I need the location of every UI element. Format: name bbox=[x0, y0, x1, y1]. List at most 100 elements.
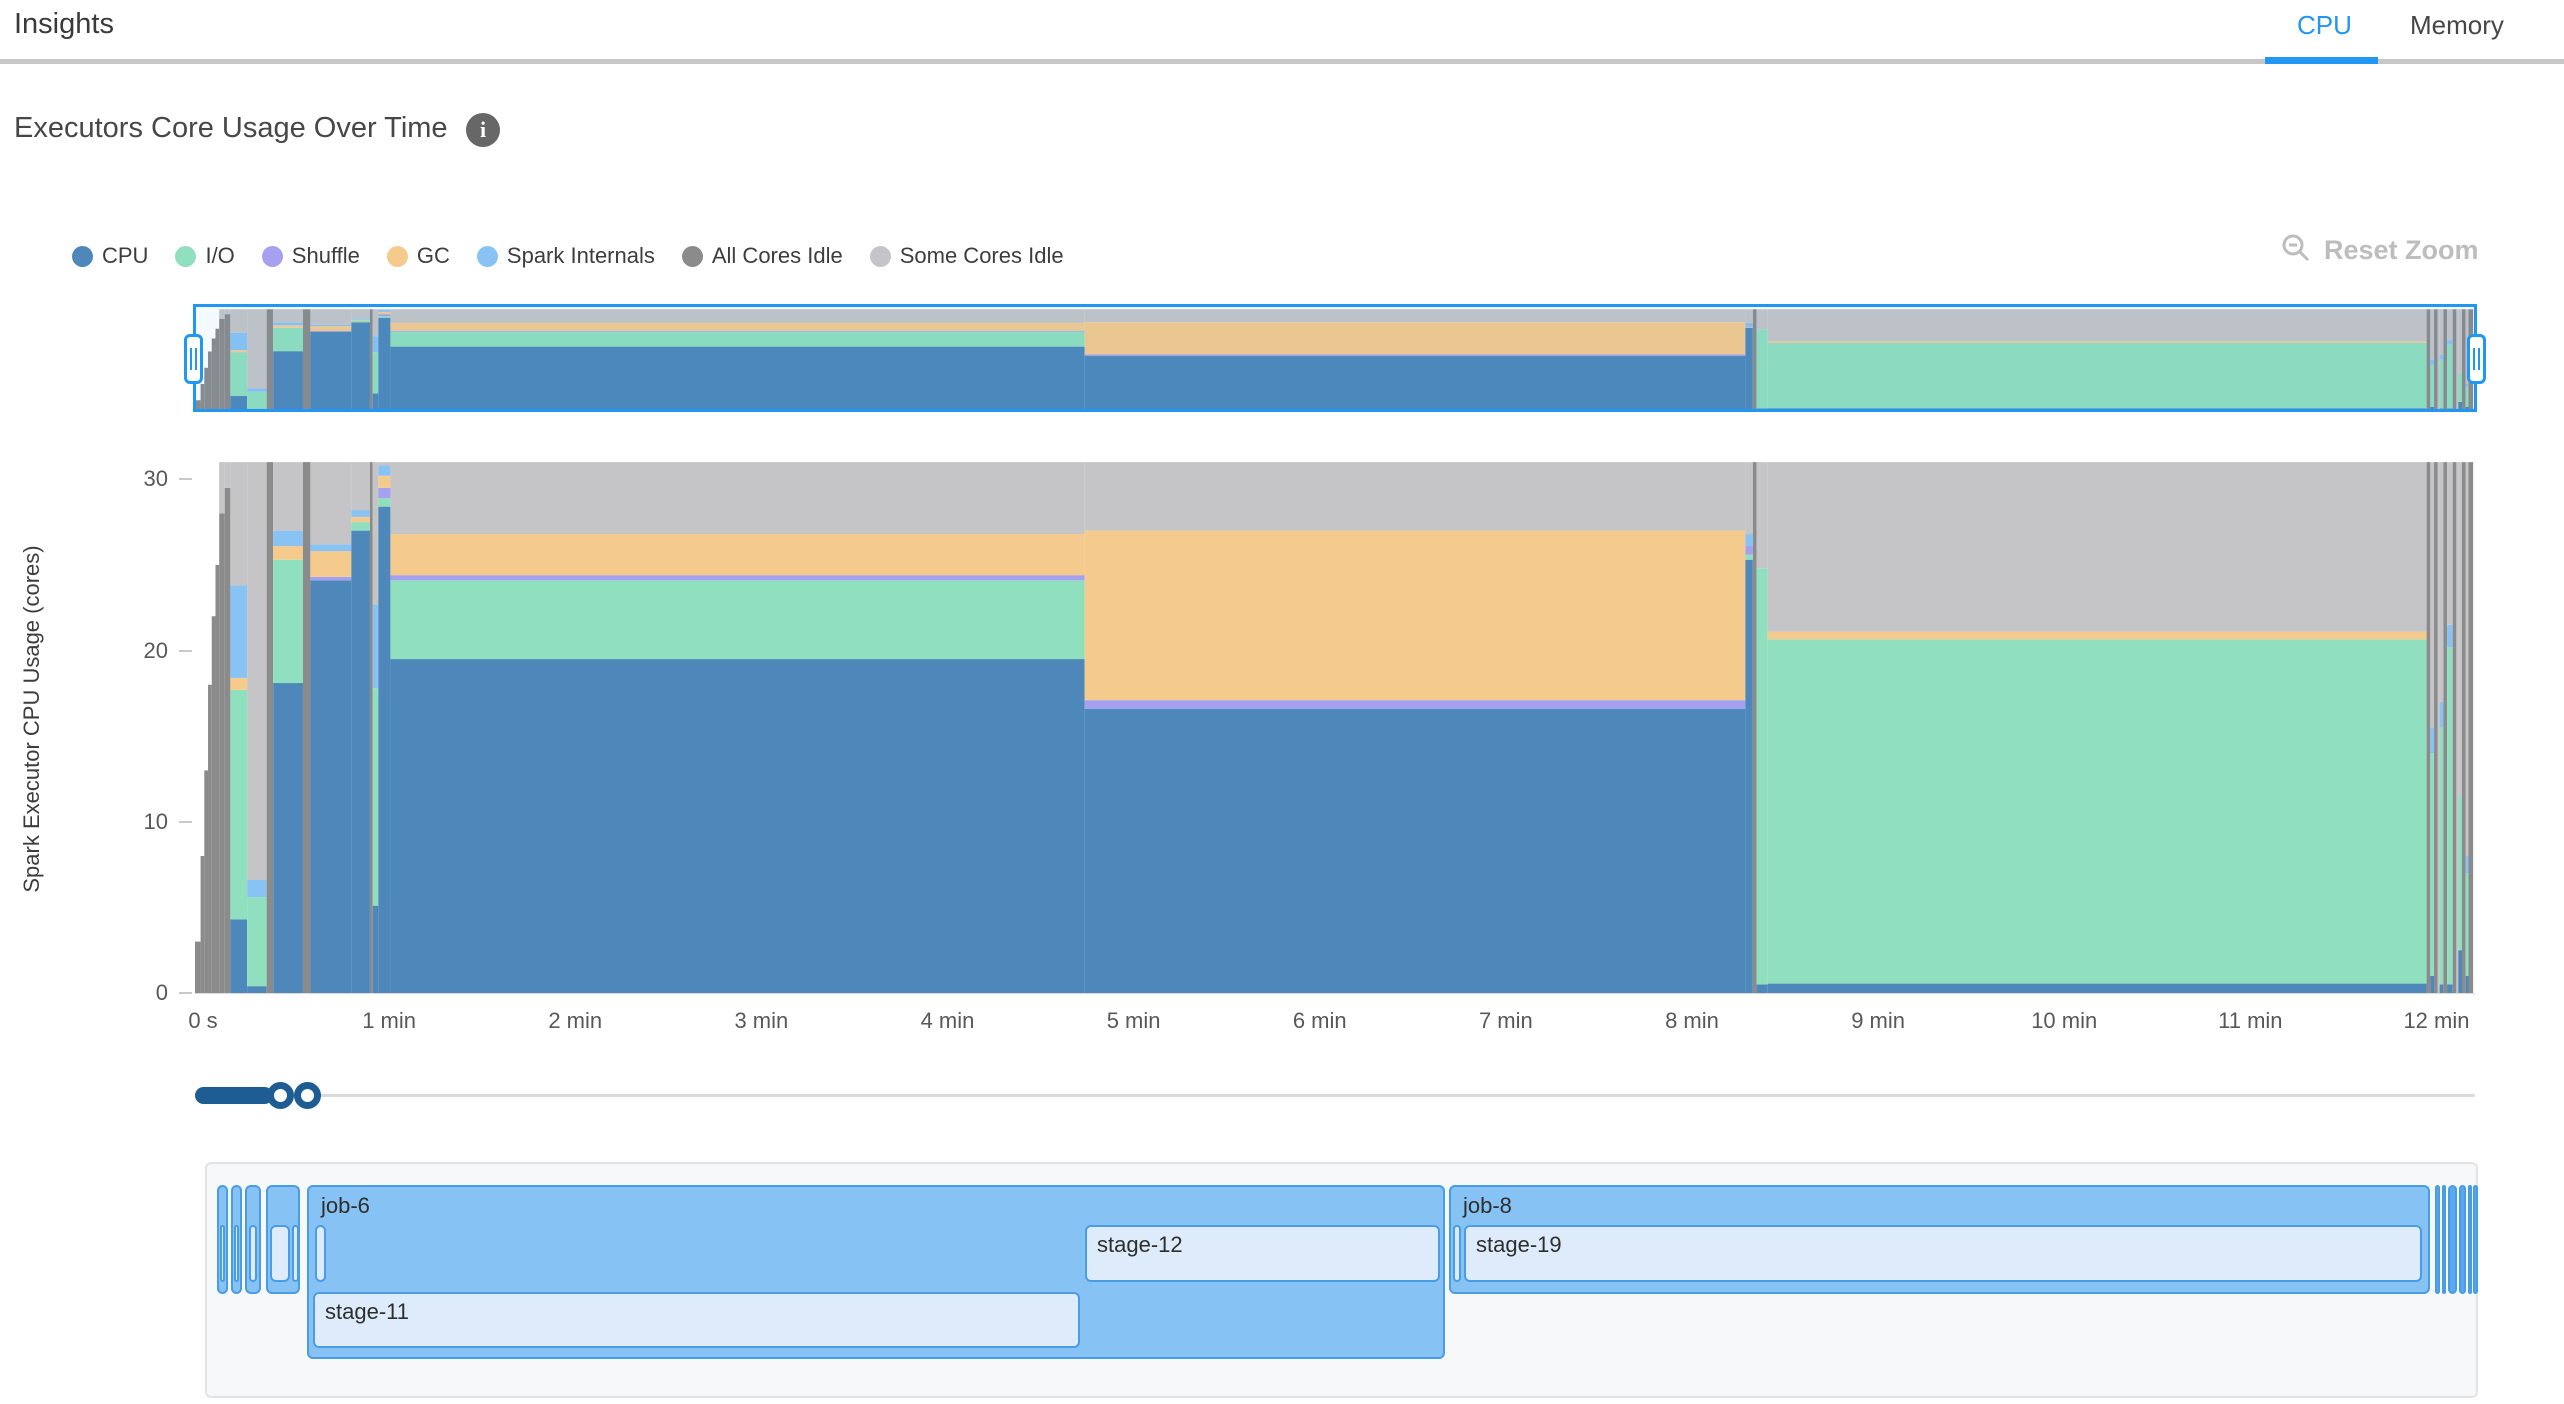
chart-segment-shuffle bbox=[390, 575, 1085, 581]
chart-segment-cpu bbox=[390, 346, 1085, 410]
chart-segment-io bbox=[351, 320, 370, 323]
reset-zoom-button[interactable]: Reset Zoom bbox=[2280, 232, 2480, 269]
brush-handle-left[interactable] bbox=[184, 334, 203, 384]
legend-label: Spark Internals bbox=[506, 243, 655, 268]
chart-segment-si bbox=[273, 530, 303, 547]
chart-segment-some bbox=[351, 462, 370, 511]
brush-selection[interactable] bbox=[193, 304, 2477, 412]
chart-segment-some bbox=[1756, 309, 1768, 330]
jobs-timeline-panel: job-6 stage-12 stage-11 job-8 stage-19 bbox=[205, 1162, 2478, 1398]
tab-cpu[interactable]: CPU bbox=[2297, 10, 2352, 40]
chart-segment-all bbox=[302, 462, 311, 993]
chart-segment-shuffle bbox=[310, 331, 352, 332]
main-chart-area[interactable] bbox=[195, 445, 2475, 993]
legend-item-all[interactable]: All Cores Idle bbox=[681, 243, 843, 269]
chart-segment-gc bbox=[1084, 322, 1746, 355]
chart-segment-all bbox=[2443, 462, 2448, 993]
y-tick-label: 10 bbox=[143, 808, 168, 834]
info-icon[interactable]: i bbox=[466, 113, 500, 147]
chart-segment-gc bbox=[310, 326, 352, 332]
chart-segment-io bbox=[2458, 796, 2462, 951]
legend-item-si[interactable]: Spark Internals bbox=[476, 243, 655, 269]
stage-bar-stage-11[interactable]: stage-11 bbox=[313, 1292, 1080, 1348]
y-tick-mark bbox=[179, 649, 192, 652]
chart-segment-cpu bbox=[1084, 356, 1746, 410]
cpu-legend-dot-icon bbox=[72, 245, 93, 267]
chart-segment-gc bbox=[351, 319, 370, 321]
job-bar[interactable] bbox=[2459, 1185, 2466, 1294]
legend-item-cpu[interactable]: CPU bbox=[72, 243, 148, 269]
some-legend-dot-icon bbox=[869, 245, 891, 267]
time-slider-track[interactable] bbox=[195, 1094, 2475, 1097]
time-slider-handle-2[interactable] bbox=[294, 1082, 321, 1109]
stage-bar[interactable] bbox=[270, 1225, 290, 1282]
chart-segment-all bbox=[211, 616, 216, 993]
chart-segment-some bbox=[2430, 462, 2435, 728]
chart-segment-si bbox=[2447, 624, 2453, 648]
chart-segment-io bbox=[2458, 372, 2462, 402]
brush-handle-right[interactable] bbox=[2467, 334, 2486, 384]
stage-bar[interactable] bbox=[1453, 1225, 1461, 1282]
overview-chart[interactable] bbox=[184, 304, 2486, 412]
chart-segment-some bbox=[390, 309, 1085, 323]
stage-bar[interactable] bbox=[234, 1225, 239, 1282]
chart-segment-all bbox=[219, 319, 225, 410]
si-legend-dot-icon bbox=[476, 245, 498, 267]
chart-segment-some bbox=[230, 462, 248, 586]
chart-segment-all bbox=[2461, 309, 2466, 410]
chart-segment-io bbox=[390, 580, 1085, 660]
legend-item-gc[interactable]: GC bbox=[386, 243, 450, 269]
x-tick-label: 3 min bbox=[734, 1008, 789, 1033]
stage-bar[interactable] bbox=[220, 1225, 225, 1282]
chart-segment-si bbox=[310, 324, 352, 327]
legend: CPU I/O Shuffle GC Spark Internals All Cores … bbox=[72, 243, 1064, 269]
gc-legend-dot-icon bbox=[386, 245, 408, 267]
time-slider-handle-1[interactable] bbox=[267, 1082, 294, 1109]
chart-segment-all bbox=[2434, 309, 2438, 410]
legend-item-shuffle[interactable]: Shuffle bbox=[261, 243, 360, 269]
job-bar[interactable] bbox=[2442, 1185, 2446, 1294]
job-bar[interactable] bbox=[2468, 1185, 2472, 1294]
chart-segment-gc bbox=[273, 325, 303, 328]
chart-segment-some bbox=[1745, 309, 1753, 323]
chart-segment-io bbox=[378, 498, 391, 507]
stage-bar[interactable] bbox=[315, 1225, 326, 1282]
chart-segment-some bbox=[2458, 462, 2462, 797]
chart-segment-shuffle bbox=[1084, 700, 1746, 709]
chart-segment-cpu bbox=[2465, 975, 2469, 993]
chart-segment-cpu bbox=[1745, 327, 1753, 410]
chart-segment-si bbox=[2465, 384, 2469, 388]
chart-segment-all bbox=[266, 462, 274, 993]
chart-segment-gc bbox=[390, 322, 1085, 331]
x-tick-label: 2 min bbox=[548, 1008, 603, 1033]
chart-segment-shuffle bbox=[378, 487, 391, 499]
legend-item-io[interactable]: I/O bbox=[175, 243, 235, 269]
tab-memory[interactable]: Memory bbox=[2410, 10, 2504, 40]
legend-item-some[interactable]: Some Cores Idle bbox=[869, 243, 1064, 269]
chart-segment-all bbox=[208, 351, 212, 410]
stage-bar-stage-12[interactable]: stage-12 bbox=[1085, 1225, 1440, 1282]
legend-label: Shuffle bbox=[291, 243, 360, 268]
chart-segment-some bbox=[2447, 309, 2453, 341]
overview-chart-area[interactable] bbox=[195, 306, 2475, 410]
chart-segment-cpu bbox=[1756, 984, 1768, 993]
stage-bar[interactable] bbox=[249, 1225, 257, 1282]
chart-title: Executors Core Usage Over Time bbox=[14, 112, 448, 144]
stage-bar[interactable] bbox=[292, 1225, 299, 1282]
chart-segment-all bbox=[204, 367, 209, 410]
chart-segment-io bbox=[2447, 647, 2453, 985]
job-bar[interactable] bbox=[2448, 1185, 2457, 1294]
chart-segment-si bbox=[310, 544, 352, 552]
stage-bar-stage-19[interactable]: stage-19 bbox=[1464, 1225, 2422, 1282]
chart-segment-all bbox=[2426, 462, 2431, 993]
chart-segment-all bbox=[1752, 309, 1757, 410]
job-bar[interactable] bbox=[2435, 1185, 2440, 1294]
job-bar[interactable] bbox=[2473, 1185, 2478, 1294]
chart-segment-io bbox=[230, 352, 248, 397]
chart-segment-all bbox=[211, 338, 216, 410]
x-tick-label: 10 min bbox=[2031, 1008, 2098, 1033]
chart-segment-gc bbox=[378, 475, 391, 488]
chart-segment-some bbox=[230, 309, 248, 333]
chart-segment-cpu bbox=[230, 919, 248, 993]
